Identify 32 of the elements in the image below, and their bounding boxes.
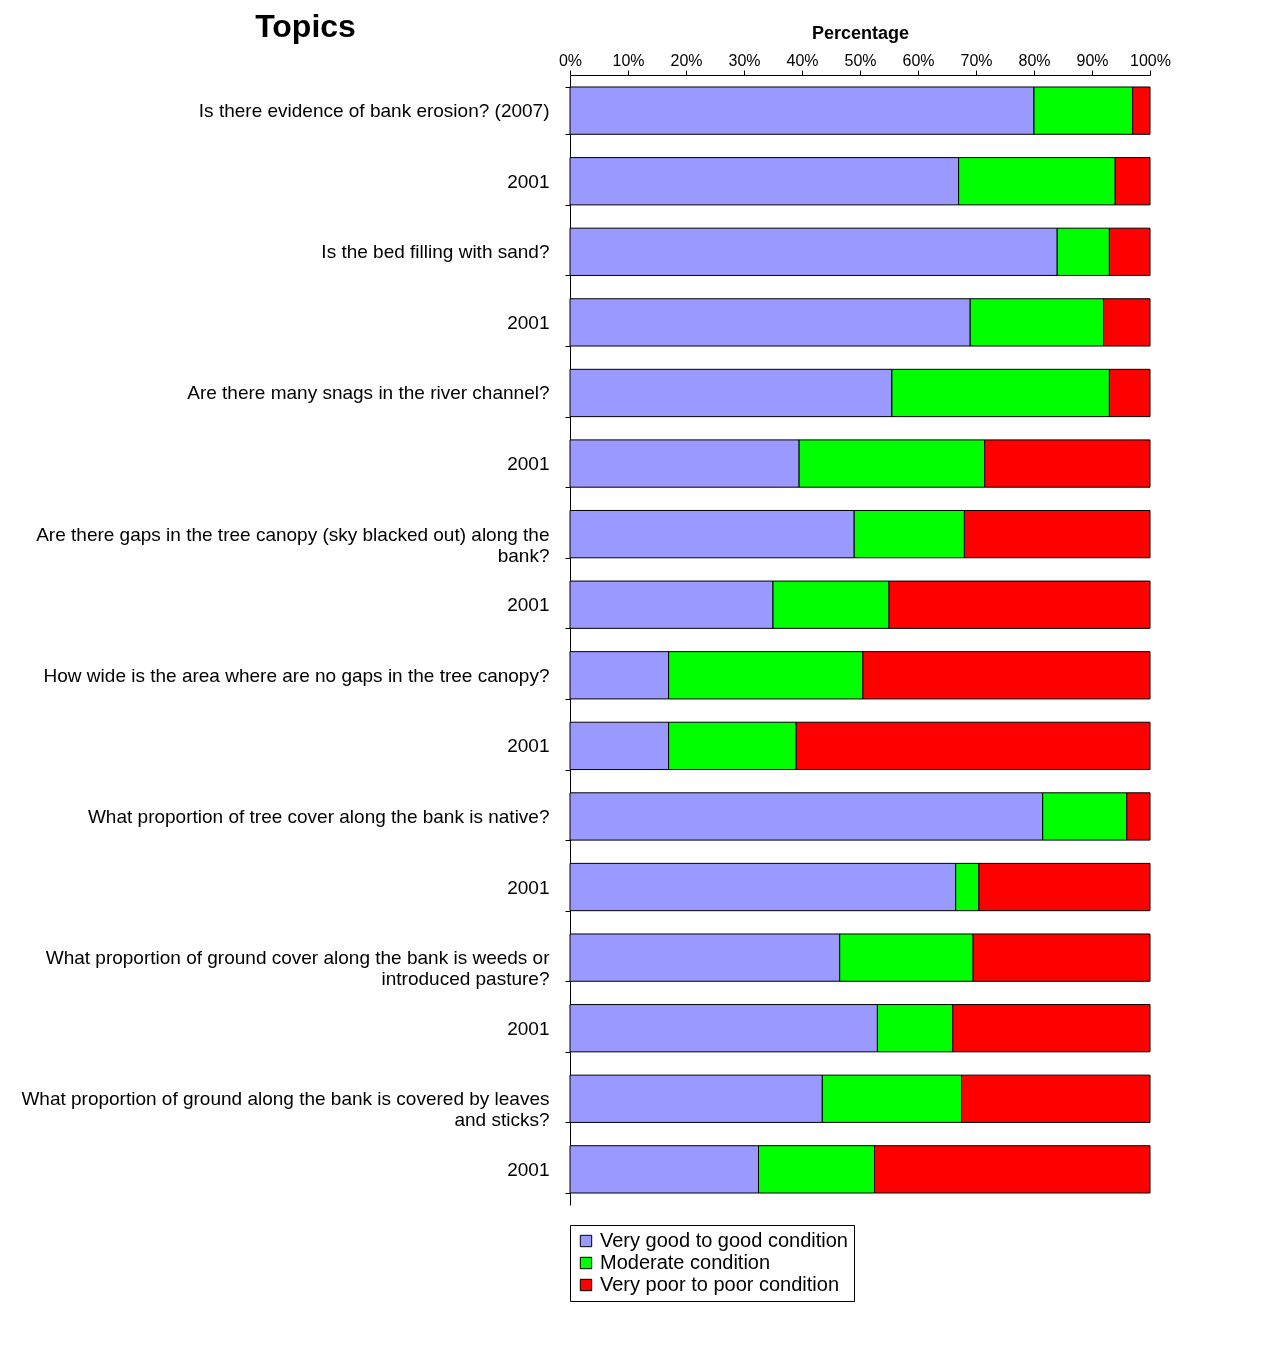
y-axis-title: Topics <box>255 7 356 44</box>
y-tick-label: How wide is the area where are no gaps in the tree canopy? <box>43 664 550 686</box>
x-tick-label: 40% <box>786 51 819 69</box>
y-tick-label: Are there gaps in the tree canopy (sky blacked out) along the bank? <box>36 523 550 566</box>
y-tick-label: Is there evidence of bank erosion? (2007) <box>198 100 550 122</box>
legend-label: Very poor to poor condition <box>600 1273 840 1295</box>
y-tick-label: 2001 <box>507 876 550 898</box>
x-axis-title: Percentage <box>811 22 910 43</box>
y-tick-label: Are there many snags in the river channel? <box>187 382 550 404</box>
y-tick-label: 2001 <box>507 735 550 757</box>
y-tick-label: What proportion of ground along the bank is covered by leaves and sticks? <box>21 1088 550 1131</box>
y-tick-label: 2001 <box>507 594 550 616</box>
y-tick-label: Is the bed filling with sand? <box>321 241 550 263</box>
legend-label: Very good to good condition <box>600 1229 848 1251</box>
x-tick-label: 10% <box>612 51 645 69</box>
x-tick-label: 0% <box>558 51 583 69</box>
y-tick-label: What proportion of ground cover along the bank is weeds or introduced pasture? <box>45 947 551 990</box>
y-tick-label: 2001 <box>507 453 550 475</box>
x-tick-label: 70% <box>960 51 993 69</box>
x-tick-label: 50% <box>844 51 877 69</box>
y-tick-label: 2001 <box>507 311 550 333</box>
x-tick-label: 100% <box>1130 51 1171 69</box>
x-tick-label: 20% <box>670 51 703 69</box>
y-tick-label: What proportion of tree cover along the bank is native? <box>87 805 550 827</box>
y-tick-label: 2001 <box>507 1017 550 1039</box>
y-tick-label: 2001 <box>507 1158 550 1180</box>
x-tick-label: 90% <box>1076 51 1109 69</box>
legend-label: Moderate condition <box>600 1251 771 1273</box>
x-tick-label: 30% <box>728 51 761 69</box>
x-tick-label: 60% <box>902 51 935 69</box>
x-tick-label: 80% <box>1018 51 1051 69</box>
y-tick-label: 2001 <box>507 170 550 192</box>
